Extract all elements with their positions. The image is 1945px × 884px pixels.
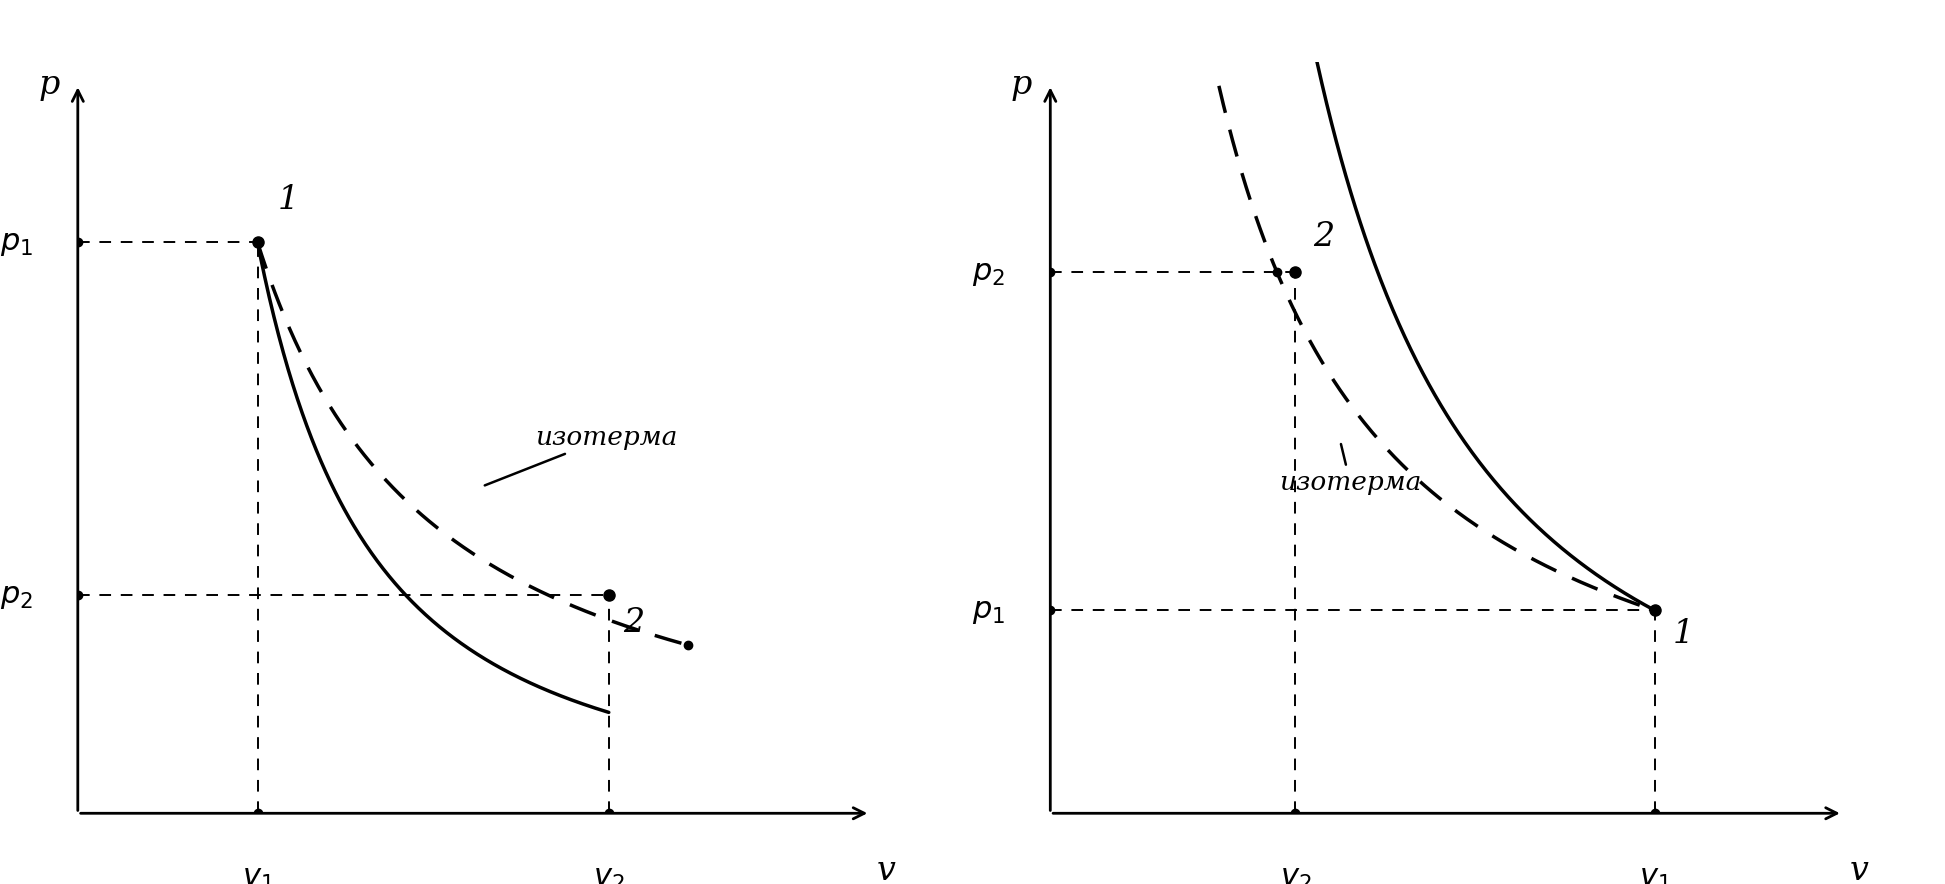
Text: 1: 1 [278, 184, 300, 216]
Text: $v_2$: $v_2$ [1280, 862, 1311, 884]
Text: $p_1$: $p_1$ [972, 595, 1006, 626]
Text: p: p [1011, 70, 1033, 102]
Text: p: p [39, 70, 60, 102]
Text: $v_2$: $v_2$ [593, 862, 624, 884]
Text: 2: 2 [1313, 222, 1334, 254]
Text: v: v [877, 855, 897, 884]
Text: изотерма: изотерма [484, 425, 677, 485]
Text: $p_2$: $p_2$ [0, 580, 33, 611]
Text: $v_1$: $v_1$ [1640, 862, 1671, 884]
Text: изотерма: изотерма [1280, 444, 1422, 495]
Text: $p_1$: $p_1$ [0, 226, 33, 258]
Text: 1: 1 [1673, 618, 1694, 650]
Text: $p_2$: $p_2$ [972, 256, 1006, 288]
Text: v: v [1850, 855, 1869, 884]
Text: $v_1$: $v_1$ [241, 862, 274, 884]
Text: 2: 2 [624, 606, 644, 638]
